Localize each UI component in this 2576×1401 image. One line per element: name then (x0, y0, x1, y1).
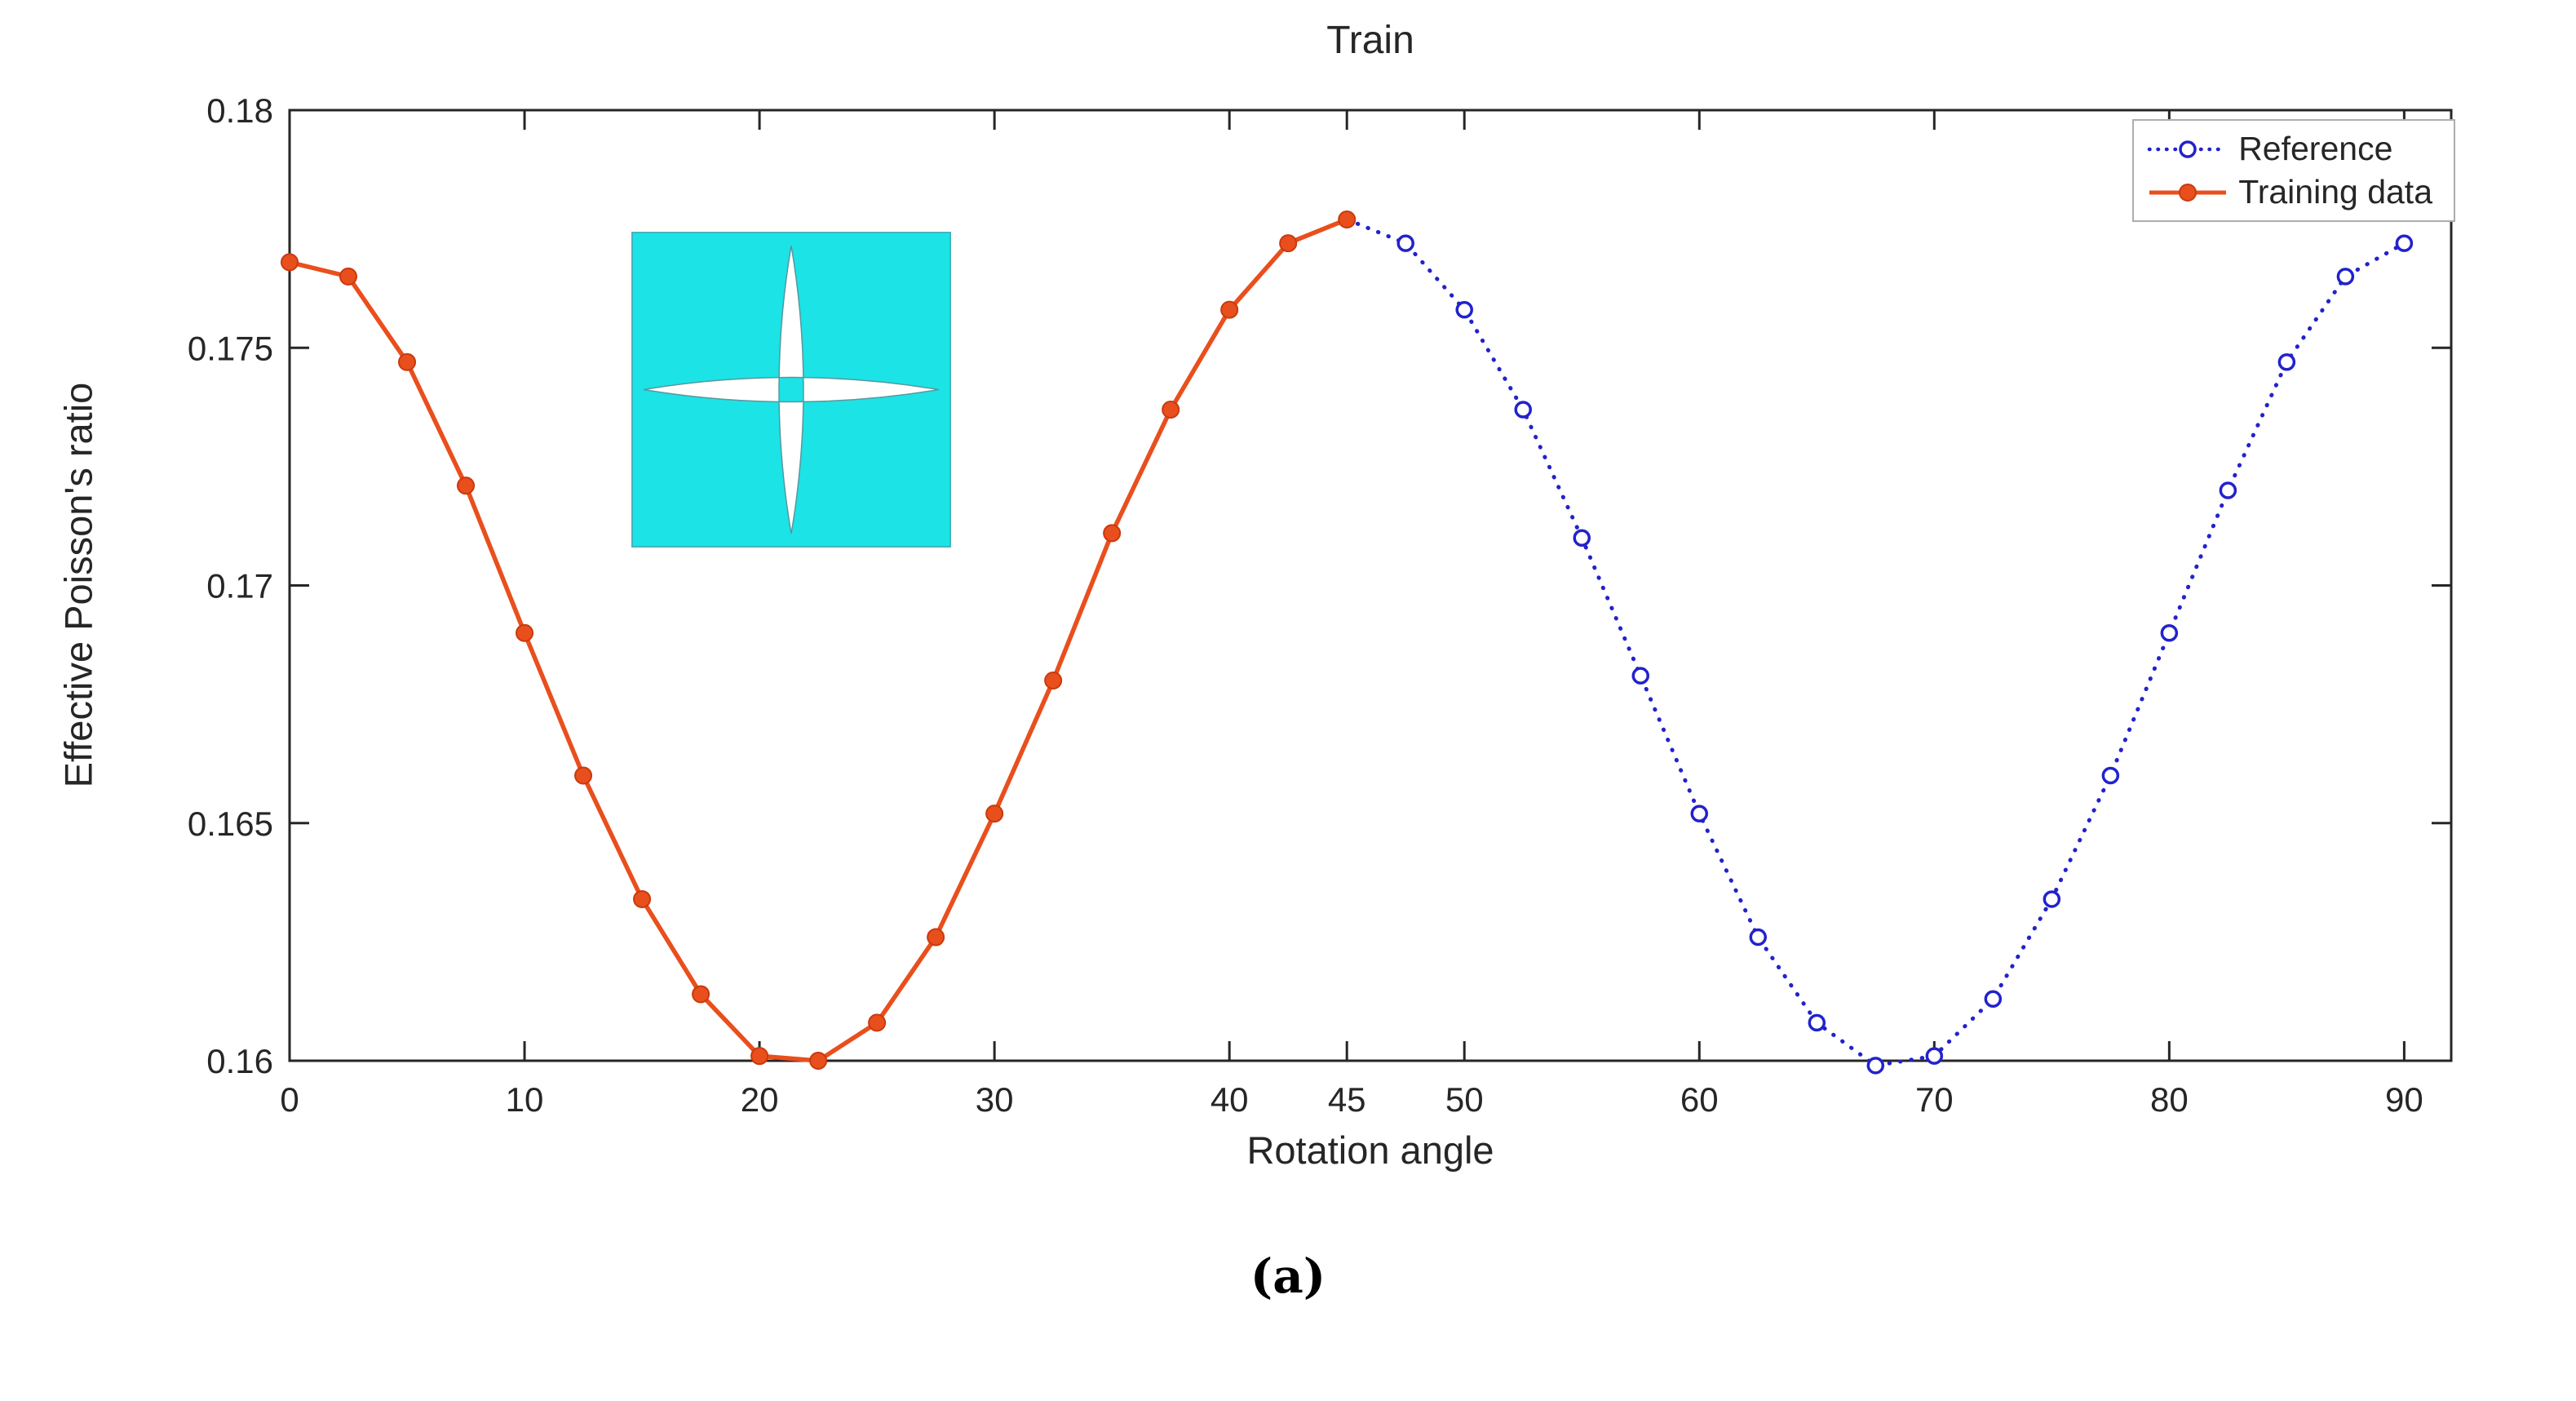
axes-box (288, 109, 2453, 1062)
series-reference-point (2336, 268, 2355, 286)
x-tick-label: 0 (280, 1080, 299, 1119)
series-reference-point (2395, 234, 2414, 252)
x-tick-label: 80 (2150, 1080, 2189, 1119)
series-training-data-point (750, 1047, 769, 1066)
series-reference-point (1749, 928, 1768, 947)
series-training-data-point (339, 267, 358, 286)
legend-label-training-data: Training data (2238, 173, 2432, 211)
series-reference-point (1455, 300, 1473, 319)
legend: Reference Training data (2132, 119, 2455, 223)
series-training-data-point (281, 253, 299, 272)
series-reference-point (2101, 766, 2120, 785)
series-training-data-point (927, 928, 945, 947)
x-tick-label: 60 (1680, 1080, 1719, 1119)
x-tick-label: 90 (2385, 1080, 2423, 1119)
series-reference-point (1808, 1013, 1826, 1032)
legend-label-reference: Reference (2238, 130, 2393, 167)
series-reference-line (287, 217, 2406, 1068)
series-training-data-point (574, 766, 593, 785)
x-axis-label: Rotation angle (1246, 1128, 1494, 1172)
y-tick-label: 0.16 (206, 1042, 273, 1080)
series-reference-point (1866, 1057, 1885, 1075)
training-data-line-swatch-icon (2149, 183, 2227, 202)
series-training-data-point (1162, 400, 1180, 419)
series-reference-point (1631, 667, 1649, 685)
x-tick-label: 10 (506, 1080, 544, 1119)
series-training-data-point (457, 477, 476, 495)
chart-title: Train (1326, 19, 1414, 62)
series-reference-point (2277, 352, 2296, 371)
series-reference-point (1396, 234, 1414, 252)
four-pointed-star-icon (643, 245, 940, 534)
series-training-data-point (633, 889, 652, 908)
series-reference-point (1573, 529, 1591, 547)
series-reference-point (2043, 890, 2061, 908)
figure-caption: (a) (1250, 1248, 1326, 1304)
series-reference-point (1925, 1047, 1944, 1065)
series-training-data-point (809, 1052, 828, 1070)
x-tick-label: 20 (741, 1080, 779, 1119)
series-training-data-point (868, 1013, 887, 1032)
series-training-data-point (398, 352, 417, 371)
series-training-data-point (1338, 210, 1357, 228)
series-training-data-point (692, 985, 710, 1004)
legend-item-reference: Reference (2145, 130, 2432, 167)
series-reference-point (2160, 624, 2179, 642)
y-tick-label: 0.165 (188, 805, 273, 843)
x-tick-label: 40 (1211, 1080, 1249, 1119)
series-training-data-point (985, 805, 1004, 823)
series-reference-point (1690, 805, 1709, 822)
series-reference-point (2219, 481, 2237, 499)
series-training-data-point (1220, 300, 1239, 319)
series-training-data-point (1279, 234, 1298, 253)
reference-line-swatch-icon (2147, 140, 2229, 158)
x-tick-label: 50 (1445, 1080, 1484, 1119)
x-tick-label: 70 (1915, 1080, 1954, 1119)
y-tick-label: 0.17 (206, 567, 273, 605)
x-tick-label: 30 (976, 1080, 1014, 1119)
y-tick-label: 0.18 (206, 91, 273, 130)
series-reference-point (1514, 401, 1532, 419)
series-reference-point (1984, 990, 2003, 1009)
series-training-data-point (516, 623, 534, 642)
series-training-data-point (1044, 672, 1063, 689)
y-tick-label: 0.175 (188, 329, 273, 367)
x-tick-label: 45 (1328, 1080, 1366, 1119)
legend-item-training-data: Training data (2145, 173, 2432, 211)
series-training-data-point (1103, 524, 1122, 543)
